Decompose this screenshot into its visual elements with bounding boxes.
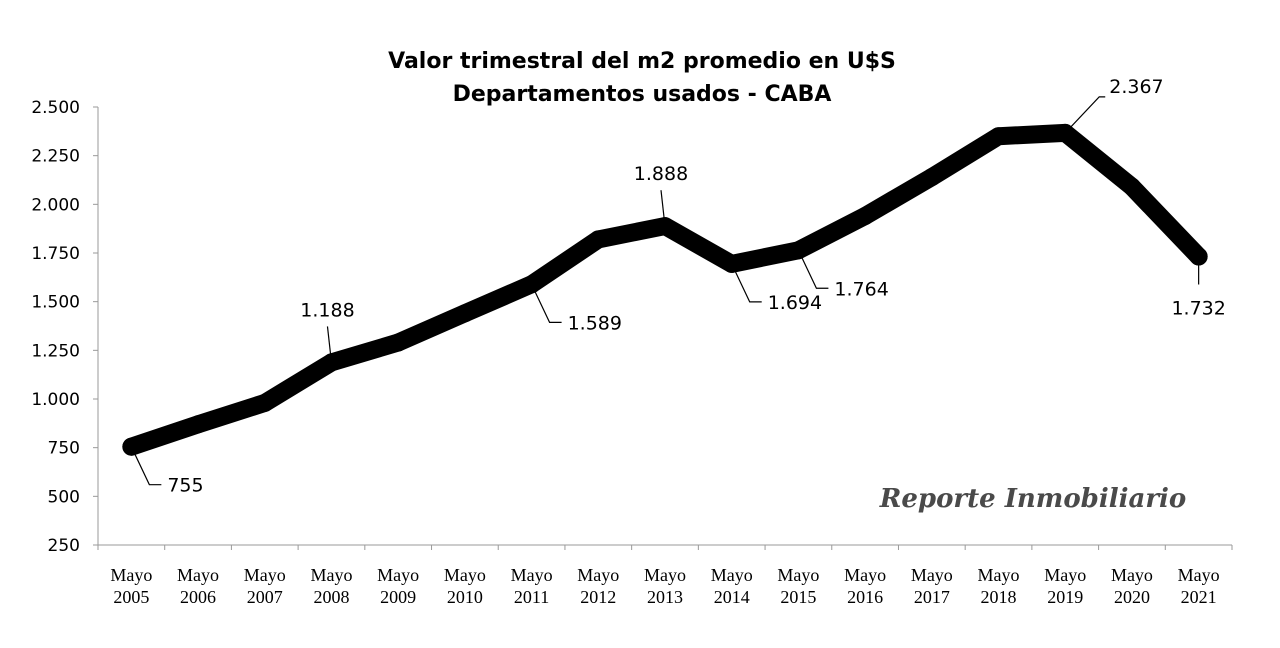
chart-title: Valor trimestral del m2 promedio en U$S (388, 49, 896, 74)
y-tick-label: 1.500 (31, 293, 80, 313)
data-label: 1.888 (634, 163, 688, 185)
x-tick-label-year: 2005 (113, 587, 149, 607)
data-label: 2.367 (1109, 76, 1163, 98)
data-point (789, 241, 808, 260)
data-label: 1.732 (1171, 298, 1225, 320)
y-tick-label: 2.000 (31, 195, 80, 215)
watermark-logo: Reporte Inmobiliario (879, 484, 1186, 514)
x-tick-label-year: 2014 (714, 587, 750, 607)
data-point (589, 230, 608, 249)
x-tick-label-year: 2015 (780, 587, 816, 607)
data-point (1122, 177, 1141, 196)
data-point (455, 304, 474, 323)
x-tick-label: Mayo (177, 565, 219, 585)
x-tick-label: Mayo (110, 565, 152, 585)
x-tick-label: Mayo (644, 565, 686, 585)
data-label-leader (797, 250, 829, 289)
x-tick-label-year: 2012 (580, 587, 616, 607)
x-tick-label-year: 2007 (247, 587, 283, 607)
x-tick-label-year: 2010 (447, 587, 483, 607)
data-point (922, 168, 941, 187)
data-label-leader (130, 446, 162, 486)
y-tick-label: 1.000 (31, 390, 80, 410)
x-tick-label-year: 2011 (514, 587, 549, 607)
x-tick-label: Mayo (444, 565, 486, 585)
x-tick-label-year: 2016 (847, 587, 883, 607)
x-tick-label: Mayo (244, 565, 286, 585)
y-tick-label: 750 (48, 439, 80, 459)
x-tick-label: Mayo (844, 565, 886, 585)
x-tick-label-year: 2006 (180, 587, 216, 607)
data-label-leader (326, 326, 333, 363)
x-tick-label-year: 2013 (647, 587, 683, 607)
x-tick-label-year: 2008 (313, 587, 349, 607)
x-tick-label-year: 2017 (914, 587, 950, 607)
y-tick-label: 2.250 (31, 147, 80, 167)
x-tick-label: Mayo (511, 565, 553, 585)
x-tick-label: Mayo (711, 565, 753, 585)
x-tick-label-year: 2009 (380, 587, 416, 607)
x-tick-label: Mayo (911, 565, 953, 585)
axes: 250 500 750 1.000 1.250 1.500 1.750 2.000 2.250 2… (31, 98, 1233, 607)
x-tick-label: Mayo (577, 565, 619, 585)
data-label: 1.188 (300, 299, 354, 321)
x-tick-label: Mayo (377, 565, 419, 585)
chart-subtitle: Departamentos usados - CABA (453, 82, 832, 107)
y-tick-label: 1.250 (31, 341, 80, 361)
x-tick-label-year: 2019 (1047, 587, 1083, 607)
data-label: 1.694 (768, 292, 822, 314)
y-tick-label: 1.750 (31, 244, 80, 264)
x-tick-label: Mayo (1044, 565, 1086, 585)
data-point (255, 393, 274, 412)
data-label-leader (660, 190, 666, 227)
y-tick-label: 250 (48, 536, 80, 556)
data-label-leader (731, 263, 762, 303)
x-tick-label: Mayo (1178, 565, 1220, 585)
data-label-leader (1064, 96, 1106, 134)
data-point (189, 415, 208, 434)
data-point (389, 333, 408, 352)
x-tick-label: Mayo (777, 565, 819, 585)
data-point (989, 127, 1008, 146)
x-tick-label: Mayo (310, 565, 352, 585)
data-point (856, 207, 875, 226)
y-tick-label: 500 (48, 487, 80, 507)
data-label: 1.589 (568, 312, 622, 334)
data-label: 755 (167, 475, 203, 497)
x-tick-label: Mayo (978, 565, 1020, 585)
y-tick-label: 2.500 (31, 98, 80, 118)
x-tick-label-year: 2021 (1181, 587, 1217, 607)
x-tick-label: Mayo (1111, 565, 1153, 585)
x-tick-label-year: 2020 (1114, 587, 1150, 607)
data-label: 1.764 (834, 278, 888, 300)
data-label-leader (531, 284, 562, 323)
x-tick-label-year: 2018 (981, 587, 1017, 607)
data-labels-layer: 755 1.188 1.589 1.888 1.694 1.764 2.367 1.732 (130, 76, 1226, 497)
